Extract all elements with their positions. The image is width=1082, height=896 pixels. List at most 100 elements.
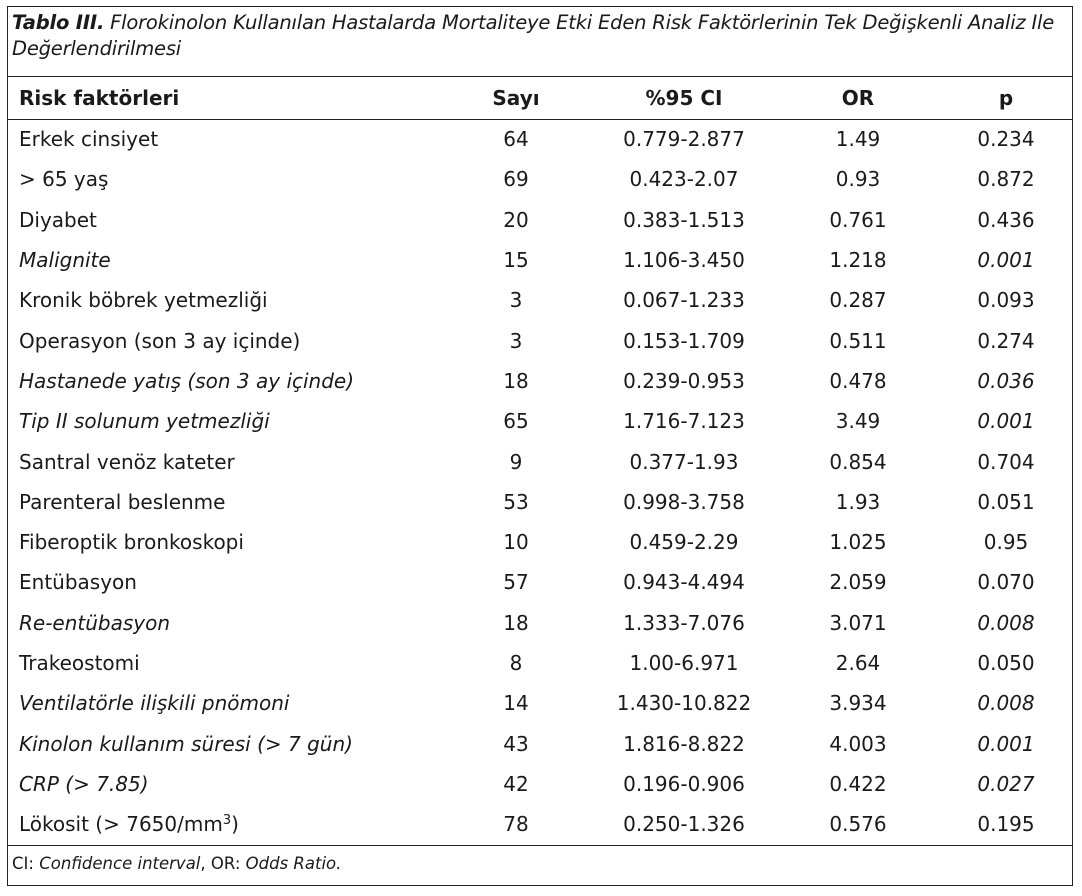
table-row-last: Lökosit (> 7650/mm3) 78 0.250-1.326 0.57…	[7, 804, 1073, 844]
cell-count: 69	[503, 167, 529, 192]
cell-count: 8	[509, 651, 523, 675]
table-row: Erkek cinsiyet 64 0.779-2.877 1.49 0.234	[7, 119, 1073, 159]
cell-count: 43	[503, 731, 529, 756]
table-row: Malignite 15 1.106-3.450 1.218 0.001	[7, 240, 1073, 280]
cell-or: 0.576	[829, 812, 887, 837]
last-risk-suffix: )	[231, 812, 239, 837]
cell-p: 0.051	[977, 489, 1035, 514]
cell-or: 0.478	[829, 368, 887, 393]
cell-ci: 0.779-2.877	[623, 127, 745, 152]
cell-count: 65	[503, 409, 529, 434]
table-row: Trakeostomi 8 1.00-6.971 2.64 0.050	[7, 643, 1073, 683]
cell-or: 3.934	[829, 691, 887, 716]
header-or: OR	[841, 86, 875, 110]
table-header-row: Risk faktörleri Sayı %95 CI OR p	[7, 77, 1073, 119]
cell-count: 42	[503, 771, 529, 796]
cell-or: 0.93	[835, 167, 881, 192]
header-risk-factors: Risk faktörleri	[19, 86, 180, 110]
cell-risk-factor: Kinolon kullanım süresi (> 7 gün)	[19, 731, 353, 756]
table-body: Erkek cinsiyet 64 0.779-2.877 1.49 0.234 > 65…	[7, 119, 1073, 844]
cell-count: 64	[503, 127, 529, 152]
cell-p: 0.008	[977, 691, 1035, 716]
table-row: Operasyon (son 3 ay içinde) 3 0.153-1.709 0…	[7, 320, 1073, 360]
cell-risk-factor: Kronik böbrek yetmezliği	[19, 288, 268, 313]
table-footnote: CI: Confidence interval, OR: Odds Ratio.	[12, 853, 341, 875]
cell-count: 15	[503, 248, 529, 273]
caption-divider	[7, 76, 1073, 77]
cell-p: 0.008	[977, 610, 1035, 635]
cell-count: 20	[503, 207, 529, 232]
cell-ci: 0.943-4.494	[623, 570, 745, 595]
cell-p: 0.070	[977, 570, 1035, 595]
header-ci: %95 CI	[645, 86, 723, 110]
cell-or: 1.93	[835, 489, 881, 514]
table-row: Hastanede yatış (son 3 ay içinde) 18 0.239…	[7, 361, 1073, 401]
cell-or: 3.071	[829, 610, 887, 635]
cell-risk-factor: Trakeostomi	[19, 651, 140, 675]
cell-risk-factor: CRP (> 7.85)	[19, 771, 149, 796]
table-row: Diyabet 20 0.383-1.513 0.761 0.436	[7, 200, 1073, 240]
cell-or: 2.059	[829, 570, 887, 595]
cell-risk-factor: Operasyon (son 3 ay içinde)	[19, 328, 301, 353]
cell-or: 2.64	[835, 651, 881, 675]
last-risk-superscript: 3	[222, 813, 232, 829]
table-row: Entübasyon 57 0.943-4.494 2.059 0.070	[7, 562, 1073, 602]
cell-risk-factor: Tip II solunum yetmezliği	[19, 409, 270, 434]
cell-or: 1.218	[829, 248, 887, 273]
cell-ci: 0.196-0.906	[623, 771, 745, 796]
cell-ci: 1.816-8.822	[623, 731, 745, 756]
cell-risk-factor: Entübasyon	[19, 570, 137, 595]
cell-ci: 1.333-7.076	[623, 610, 745, 635]
cell-p: 0.036	[977, 368, 1035, 393]
cell-ci: 1.106-3.450	[623, 248, 745, 273]
table-row: Kinolon kullanım süresi (> 7 gün) 43 1.816…	[7, 723, 1073, 763]
cell-count: 3	[509, 288, 523, 313]
table-row: Santral venöz kateter 9 0.377-1.93 0.854 0.7…	[7, 441, 1073, 481]
cell-risk-factor: Hastanede yatış (son 3 ay içinde)	[19, 368, 355, 393]
footnote-ci-text: Confidence interval	[39, 854, 201, 873]
cell-count: 53	[503, 489, 529, 514]
table-row: Ventilatörle ilişkili pnömoni 14 1.430-10.…	[7, 683, 1073, 723]
table-row: Tip II solunum yetmezliği 65 1.716-7.123 3.…	[7, 401, 1073, 441]
cell-ci: 1.430-10.822	[616, 691, 752, 716]
cell-p: 0.195	[977, 812, 1035, 837]
footnote-ci-abbr: CI:	[12, 854, 40, 873]
cell-risk-factor: Erkek cinsiyet	[19, 127, 159, 152]
cell-or: 1.025	[829, 530, 887, 555]
cell-count: 57	[503, 570, 529, 595]
header-p: p	[998, 86, 1014, 110]
cell-p: 0.95	[983, 530, 1029, 555]
cell-ci: 1.00-6.971	[629, 651, 739, 675]
cell-or: 0.287	[829, 288, 887, 313]
cell-risk-factor: Lökosit (> 7650/mm3)	[7, 804, 441, 844]
cell-ci: 0.459-2.29	[629, 530, 739, 555]
cell-count: 78	[503, 812, 529, 837]
cell-risk-factor: Re-entübasyon	[19, 610, 171, 635]
cell-count: 14	[503, 691, 529, 716]
last-risk-prefix: Lökosit (> 7650/mm	[19, 812, 223, 837]
table-row: Fiberoptik bronkoskopi 10 0.459-2.29 1.025 0…	[7, 522, 1073, 562]
table-caption: Tablo III. Florokinolon Kullanılan Hasta…	[12, 10, 1062, 62]
cell-count: 3	[509, 328, 523, 353]
cell-ci: 0.423-2.07	[629, 167, 739, 192]
cell-ci: 1.716-7.123	[623, 409, 745, 434]
table-frame	[7, 6, 1073, 886]
cell-count: 18	[503, 610, 529, 635]
cell-or: 0.422	[829, 771, 887, 796]
cell-or: 3.49	[835, 409, 881, 434]
cell-ci: 0.239-0.953	[623, 368, 745, 393]
table-row: Re-entübasyon 18 1.333-7.076 3.071 0.008	[7, 603, 1073, 643]
cell-or: 1.49	[835, 127, 881, 152]
cell-or: 0.761	[829, 207, 887, 232]
risk-factor-table: Risk faktörleri Sayı %95 CI OR p Erkek c…	[7, 77, 1073, 844]
cell-p: 0.436	[977, 207, 1035, 232]
cell-or: 4.003	[829, 731, 887, 756]
cell-p: 0.027	[977, 771, 1035, 796]
cell-p: 0.093	[977, 288, 1035, 313]
cell-or: 0.511	[829, 328, 887, 353]
table-row: > 65 yaş 69 0.423-2.07 0.93 0.872	[7, 159, 1073, 199]
caption-label: Tablo III.	[12, 11, 105, 34]
cell-count: 18	[503, 368, 529, 393]
footer-divider	[7, 845, 1073, 846]
cell-risk-factor: Ventilatörle ilişkili pnömoni	[19, 691, 290, 716]
